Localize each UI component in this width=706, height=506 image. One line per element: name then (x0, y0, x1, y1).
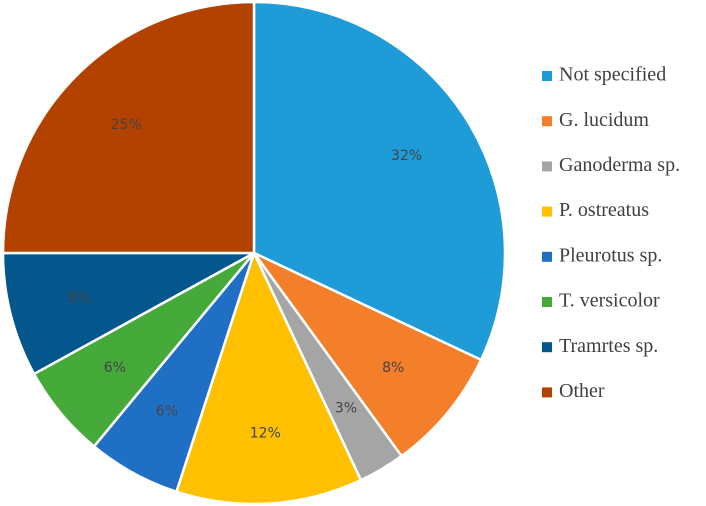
legend-swatch-tramrtes-sp (542, 342, 552, 353)
legend: Not specified G. lucidum Ganoderma sp. P. o… (542, 64, 680, 402)
slice-label-ganoderma-sp: 3% (335, 401, 357, 417)
legend-swatch-other (542, 387, 552, 398)
legend-item-t-versicolor: T. versicolor (542, 290, 660, 312)
slice-label-not-specified: 32% (391, 148, 422, 164)
slice-label-p-ostreatus: 12% (250, 425, 281, 441)
legend-label-p-ostreatus: P. ostreatus (559, 199, 649, 221)
pie-slice-other (1, 0, 256, 255)
legend-label-pleurotus-sp: Pleurotus sp. (559, 244, 662, 266)
slice-labels: 32% 8% 3% 12% 6% 6% 8% 25% (68, 117, 422, 441)
pie-slice-not-specified (252, 0, 507, 362)
legend-item-ganoderma-sp: Ganoderma sp. (542, 154, 680, 176)
pie-slice-p-ostreatus (175, 251, 363, 506)
legend-label-not-specified: Not specified (559, 64, 666, 86)
legend-swatch-g-lucidum (542, 116, 552, 127)
pie-slice-tramrtes-sp (1, 251, 256, 376)
legend-item-p-ostreatus: P. ostreatus (542, 199, 649, 221)
legend-item-other: Other (542, 380, 605, 402)
legend-swatch-p-ostreatus (542, 206, 552, 217)
slice-label-t-versicolor: 6% (104, 360, 126, 376)
legend-swatch-ganoderma-sp (542, 161, 552, 172)
slice-label-g-lucidum: 8% (382, 360, 404, 376)
slice-label-pleurotus-sp: 6% (156, 403, 178, 419)
legend-label-ganoderma-sp: Ganoderma sp. (559, 154, 680, 176)
pie-slice-g-lucidum (252, 251, 483, 458)
legend-item-pleurotus-sp: Pleurotus sp. (542, 244, 662, 266)
legend-label-g-lucidum: G. lucidum (559, 109, 649, 131)
slice-label-tramrtes-sp: 8% (68, 290, 90, 306)
legend-item-g-lucidum: G. lucidum (542, 109, 649, 131)
legend-swatch-not-specified (542, 71, 552, 81)
legend-label-tramrtes-sp: Tramrtes sp. (559, 335, 658, 357)
legend-label-t-versicolor: T. versicolor (559, 290, 660, 312)
slice-label-other: 25% (111, 117, 142, 133)
legend-swatch-pleurotus-sp (542, 251, 552, 262)
legend-item-tramrtes-sp: Tramrtes sp. (542, 335, 658, 357)
legend-item-not-specified: Not specified (542, 64, 666, 86)
pie-slices (1, 0, 507, 506)
legend-swatch-t-versicolor (542, 297, 552, 307)
legend-label-other: Other (559, 380, 605, 402)
